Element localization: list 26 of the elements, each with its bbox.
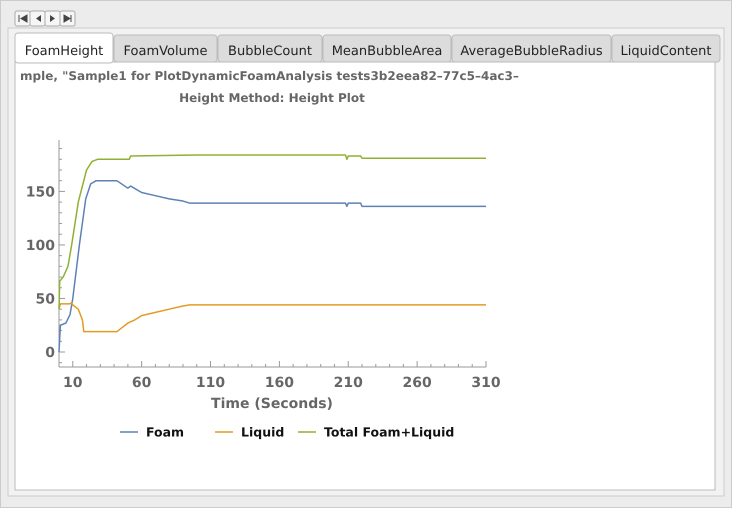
x-tick-label: 210 xyxy=(334,375,364,391)
line-series xyxy=(58,180,487,353)
x-tick-label: 310 xyxy=(471,375,501,391)
text: FoamVolume xyxy=(124,44,208,59)
x-tick-label: 10 xyxy=(63,375,83,391)
x-tick-label: 160 xyxy=(264,375,294,391)
legend-label: Liquid xyxy=(241,424,284,440)
x-tick-label: 110 xyxy=(196,375,226,391)
line-series xyxy=(58,302,487,332)
legend-label: Total Foam+Liquid xyxy=(324,424,454,440)
y-tick-label: 100 xyxy=(26,238,56,254)
text: BubbleCount xyxy=(228,44,312,59)
chart-title: mple, "Sample1 for PlotDynamicFoamAnalysis tests3b2eea82–77c5–4ac3– xyxy=(20,69,519,83)
text: LiquidContent xyxy=(620,44,712,59)
y-tick-label: 150 xyxy=(26,184,56,200)
legend-label: Foam xyxy=(146,424,184,440)
text: FoamHeight xyxy=(24,44,104,59)
text: AverageBubbleRadius xyxy=(460,44,603,59)
x-tick-label: 260 xyxy=(402,375,432,391)
text: MeanBubbleArea xyxy=(332,44,442,59)
x-tick-label: 60 xyxy=(132,375,152,391)
y-tick-label: 0 xyxy=(45,345,56,362)
x-axis-title: Time (Seconds) xyxy=(211,396,333,412)
y-tick-label: 50 xyxy=(36,291,56,308)
line-series xyxy=(58,154,487,310)
chart-subtitle: Height Method: Height Plot xyxy=(179,91,366,105)
